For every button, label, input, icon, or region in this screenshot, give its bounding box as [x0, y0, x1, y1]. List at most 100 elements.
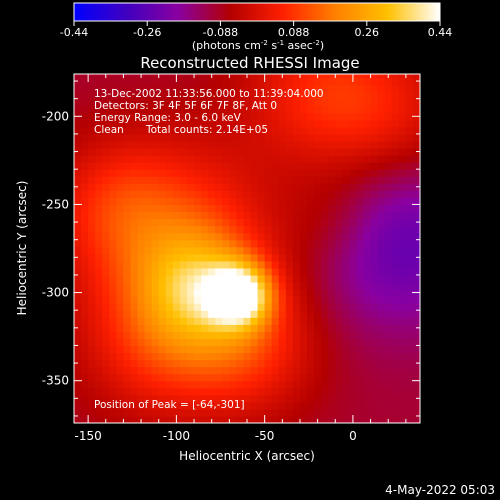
heatmap-cell: [405, 317, 414, 325]
heatmap-cell: [165, 225, 174, 234]
heatmap-cell: [201, 253, 209, 262]
heatmap-cell: [215, 253, 223, 262]
heatmap-cell: [215, 162, 223, 170]
heatmap-cell: [363, 253, 372, 262]
heatmap-cell: [377, 232, 386, 241]
heatmap-cell: [88, 317, 96, 325]
heatmap-cell: [158, 338, 167, 347]
heatmap-cell: [102, 359, 110, 368]
colorbar-tick-label: -0.088: [203, 26, 238, 39]
heatmap-cell: [194, 401, 202, 410]
heatmap-cell: [412, 239, 420, 248]
heatmap-cell: [384, 289, 393, 297]
heatmap-cell: [356, 246, 365, 255]
heatmap-cell: [307, 401, 315, 410]
heatmap-cell: [321, 190, 329, 198]
heatmap-cell: [278, 77, 287, 86]
heatmap-cell: [137, 373, 146, 382]
heatmap-cell: [285, 394, 294, 403]
heatmap-cell: [285, 310, 294, 318]
heatmap-cell: [363, 91, 372, 100]
heatmap-cell: [109, 246, 117, 255]
heatmap-cell: [102, 338, 110, 347]
heatmap-cell: [356, 324, 365, 332]
heatmap-cell: [328, 162, 336, 170]
heatmap-cell: [165, 345, 174, 354]
heatmap-cell: [299, 162, 308, 170]
y-tick-label: -250: [42, 197, 69, 211]
heatmap-cell: [179, 387, 188, 396]
heatmap-cell: [186, 380, 195, 389]
heatmap-cell: [285, 387, 294, 396]
heatmap-cell: [356, 380, 365, 389]
heatmap-cell: [335, 218, 343, 227]
heatmap-cell: [222, 373, 230, 382]
heatmap-cell: [123, 204, 132, 213]
heatmap-cell: [179, 296, 188, 304]
heatmap-cell: [88, 162, 96, 170]
heatmap-cell: [292, 91, 301, 100]
heatmap-cell: [292, 148, 301, 156]
heatmap-cell: [264, 126, 273, 135]
heatmap-cell: [236, 105, 245, 114]
heatmap-cell: [335, 91, 343, 100]
heatmap-cell: [194, 204, 202, 213]
heatmap-cell: [236, 176, 245, 184]
heatmap-cell: [243, 77, 252, 86]
heatmap-cell: [109, 190, 117, 198]
heatmap-cell: [307, 387, 315, 396]
heatmap-cell: [349, 345, 358, 354]
heatmap-cell: [179, 183, 188, 191]
heatmap-cell: [356, 310, 365, 318]
heatmap-cell: [165, 373, 174, 382]
heatmap-cell: [328, 281, 336, 290]
heatmap-cell: [186, 310, 195, 318]
heatmap-cell: [222, 281, 230, 290]
heatmap-cell: [356, 74, 365, 79]
heatmap-cell: [215, 274, 223, 283]
heatmap-cell: [229, 183, 238, 191]
heatmap-cell: [88, 98, 96, 107]
heatmap-cell: [342, 415, 350, 423]
heatmap-cell: [321, 126, 329, 135]
heatmap-cell: [208, 246, 216, 255]
heatmap-cell: [88, 303, 96, 311]
heatmap-cell: [271, 74, 280, 79]
heatmap-cell: [144, 197, 153, 206]
heatmap-cell: [314, 155, 322, 163]
heatmap-cell: [165, 331, 174, 339]
heatmap-cell: [109, 408, 117, 417]
heatmap-cell: [412, 267, 420, 276]
heatmap-cell: [292, 274, 301, 283]
heatmap-cell: [405, 380, 414, 389]
heatmap-cell: [384, 373, 393, 382]
heatmap-cell: [271, 155, 280, 163]
heatmap-cell: [257, 331, 266, 339]
heatmap-cell: [194, 253, 202, 262]
heatmap-cell: [165, 105, 174, 114]
heatmap-cell: [208, 317, 216, 325]
heatmap-cell: [285, 162, 294, 170]
heatmap-cell: [158, 303, 167, 311]
heatmap-cell: [264, 253, 273, 262]
heatmap-cell: [257, 246, 266, 255]
heatmap-cell: [88, 394, 96, 403]
heatmap-cell: [278, 373, 287, 382]
heatmap-cell: [257, 190, 266, 198]
heatmap-cell: [299, 204, 308, 213]
heatmap-cell: [342, 366, 350, 375]
heatmap-cell: [271, 176, 280, 184]
heatmap-cell: [208, 218, 216, 227]
heatmap-cell: [328, 176, 336, 184]
heatmap-cell: [264, 267, 273, 276]
heatmap-cell: [236, 380, 245, 389]
heatmap-cell: [236, 401, 245, 410]
heatmap-cell: [201, 225, 209, 234]
heatmap-cell: [194, 281, 202, 290]
heatmap-cell: [172, 281, 181, 290]
heatmap-cell: [186, 140, 195, 149]
heatmap-cell: [102, 281, 110, 290]
heatmap-cell: [243, 119, 252, 128]
heatmap-cell: [257, 415, 266, 423]
heatmap-cell: [81, 162, 89, 170]
